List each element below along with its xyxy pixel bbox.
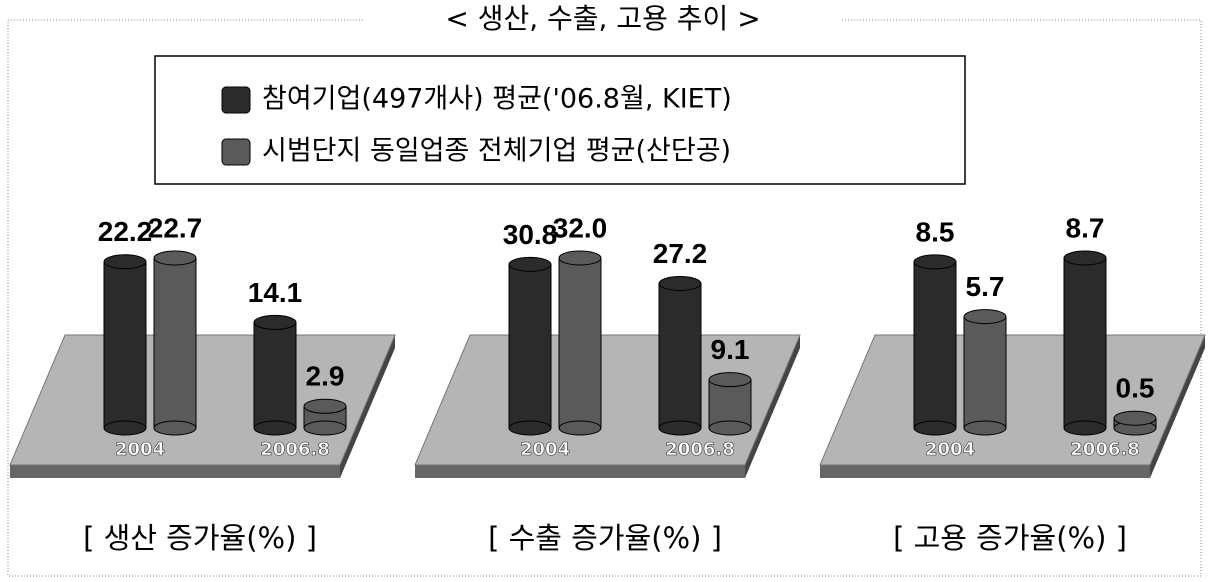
bar-bottom: [1063, 420, 1107, 436]
legend-swatch: [221, 138, 251, 166]
x-tick-label: 2004: [520, 439, 570, 460]
value-label: 8.5: [916, 216, 955, 247]
legend-label: 시범단지 동일업종 전체기업 평균(산단공): [262, 136, 731, 167]
bar-body: [153, 257, 197, 429]
bar-top: [963, 309, 1007, 325]
value-label: 5.7: [966, 271, 1005, 302]
x-tick-label: 2004: [115, 439, 165, 460]
value-label: 22.7: [148, 212, 203, 243]
value-label: 8.7: [1066, 212, 1105, 243]
x-tick-label: 2006.8: [1070, 439, 1139, 460]
platform-side: [820, 465, 1150, 478]
bar: [253, 314, 297, 436]
bar-top: [303, 398, 347, 414]
bar-bottom: [303, 420, 347, 436]
bar-body: [1063, 257, 1107, 429]
bar-top: [253, 314, 297, 330]
bar-top: [558, 250, 602, 266]
bar-top: [658, 276, 702, 291]
bar: [658, 276, 702, 436]
bar-bottom: [253, 420, 297, 436]
bar-bottom: [153, 420, 197, 436]
platform-side: [10, 465, 340, 478]
bar: [153, 250, 197, 436]
bar-top: [913, 254, 957, 270]
bar-bottom: [658, 420, 702, 436]
value-label: 2.9: [306, 361, 345, 392]
bar-body: [658, 283, 702, 429]
value-label: 9.1: [711, 334, 750, 365]
platform-side: [745, 335, 800, 478]
bar-bottom: [963, 420, 1007, 436]
bar-top: [1113, 410, 1157, 426]
bar-body: [103, 261, 147, 429]
bar: [708, 372, 752, 436]
bar: [1113, 410, 1157, 436]
platform-side: [1150, 335, 1205, 478]
bar-top: [1063, 250, 1107, 266]
legend-swatch: [221, 86, 251, 114]
bar-bottom: [708, 420, 752, 436]
bar: [303, 398, 347, 436]
platform: [9, 334, 396, 466]
value-label: 22.2: [98, 216, 153, 247]
bar-body: [558, 257, 602, 429]
bar-top: [103, 254, 147, 270]
bar: [558, 250, 602, 436]
title-bg: [365, 4, 840, 36]
value-label: 32.0: [553, 212, 608, 243]
bar: [913, 254, 957, 436]
platform-side: [340, 335, 395, 478]
chart-title: [ 생산 증가율(%) ]: [83, 521, 317, 555]
bar-top: [508, 256, 552, 272]
bar-bottom: [913, 420, 957, 436]
value-label: 27.2: [653, 238, 708, 269]
chart-title: [ 수출 증가율(%) ]: [488, 521, 722, 555]
x-tick-label: 2004: [925, 439, 975, 460]
bar-body: [708, 379, 752, 429]
platform-side: [415, 465, 745, 478]
value-label: 0.5: [1116, 373, 1155, 404]
bar-body: [508, 263, 552, 429]
bar-bottom: [103, 420, 147, 436]
bar-bottom: [558, 420, 602, 436]
bar-body: [253, 321, 297, 429]
bar-top: [153, 250, 197, 266]
bar-body: [963, 316, 1007, 429]
bar: [1063, 250, 1107, 436]
bar-body: [913, 261, 957, 429]
x-tick-label: 2006.8: [665, 439, 734, 460]
value-label: 30.8: [503, 219, 558, 250]
value-label: 14.1: [248, 277, 303, 308]
legend-label: 참여기업(497개사) 평균('06.8월, KIET): [262, 84, 732, 115]
legend-box: [154, 55, 966, 185]
frame: [7, 19, 1202, 577]
chart-title: [ 고용 증가율(%) ]: [893, 521, 1127, 555]
bar-bottom: [508, 420, 552, 436]
bar: [963, 309, 1007, 436]
bar: [103, 254, 147, 436]
title: < 생산, 수출, 고용 추이 >: [445, 2, 760, 35]
bar-top: [708, 372, 752, 388]
x-tick-label: 2006.8: [260, 439, 329, 460]
bar: [508, 256, 552, 436]
